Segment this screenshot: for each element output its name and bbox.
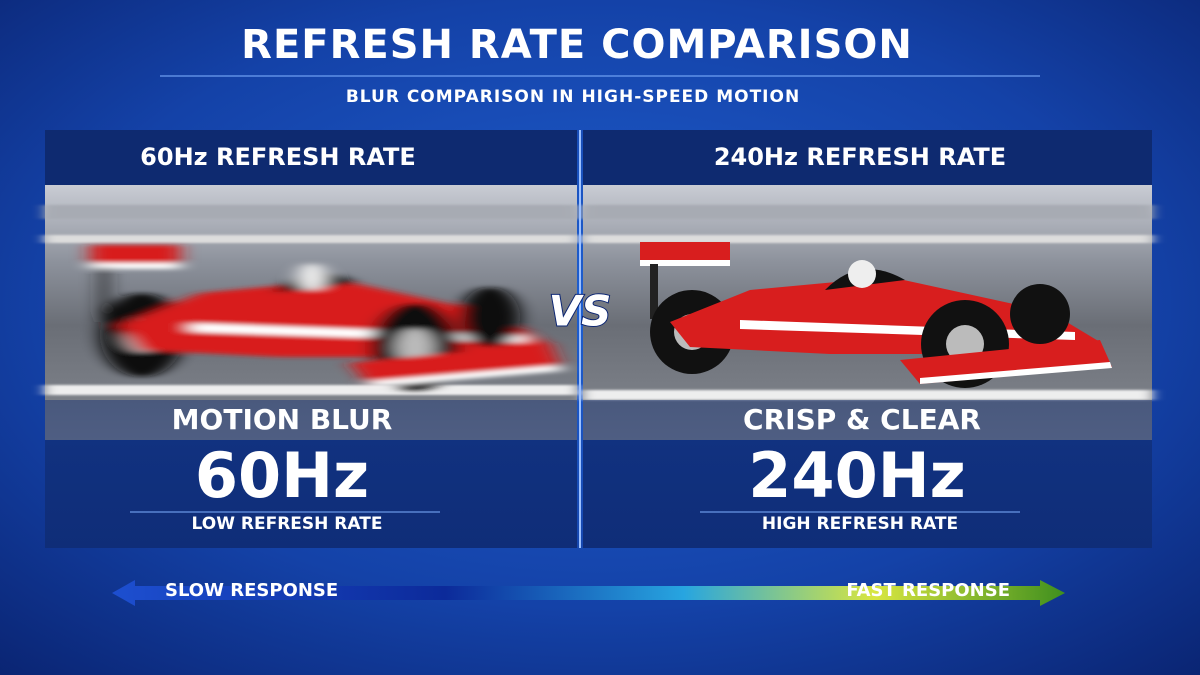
panel-caption: MOTION BLUR [172,403,393,436]
title: REFRESH RATE COMPARISON [241,22,913,68]
stands [583,205,1152,400]
panel-header [583,130,1152,185]
versus: VS [549,287,612,336]
panel-left: 60Hz REFRESH RATE MOTION BLUR 60Hz LOW R… [45,130,577,548]
response-arrow [112,580,1065,606]
scale-right: FAST RESPONSE [846,580,1010,601]
panel-caption: CRISP & CLEAR [743,403,981,436]
panel-heading: 60Hz REFRESH RATE [140,143,416,171]
panel-label: HIGH REFRESH RATE [762,514,958,534]
scale-left: SLOW RESPONSE [165,580,338,601]
panel-right: 240Hz REFRESH RATE CRISP & CLEAR 240Hz H… [583,130,1152,548]
stands [45,205,577,395]
panel-header [45,130,577,185]
panel-rate: 60Hz [195,439,369,512]
panel-label: LOW REFRESH RATE [192,514,383,534]
panel-heading: 240Hz REFRESH RATE [714,143,1006,171]
caption-bg [583,400,1152,440]
subtitle: BLUR COMPARISON IN HIGH-SPEED MOTION [346,87,800,107]
caption-bg [45,400,577,440]
panel-rate: 240Hz [748,439,965,512]
